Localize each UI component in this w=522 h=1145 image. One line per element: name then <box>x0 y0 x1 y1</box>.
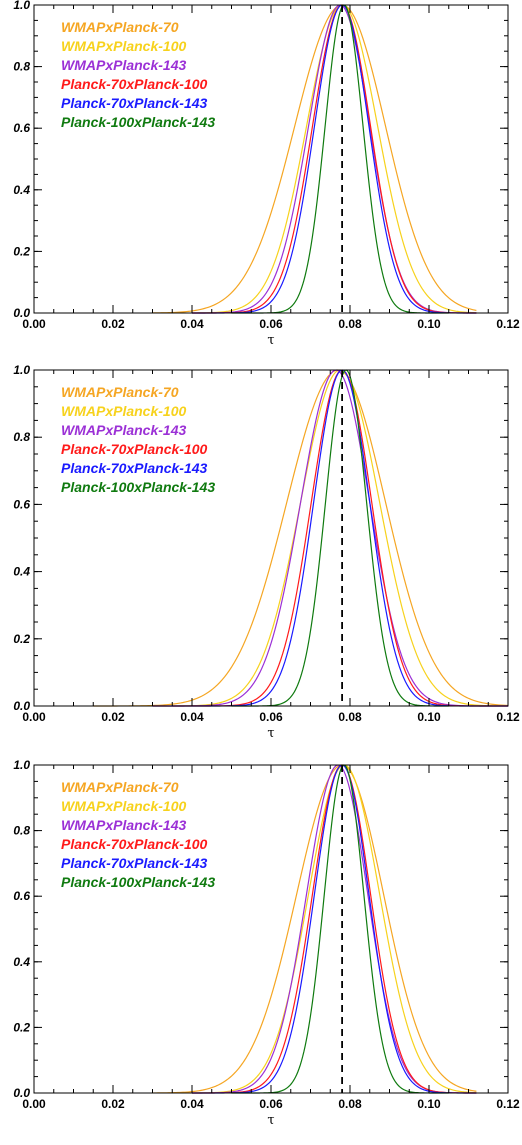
x-axis-label: τ <box>267 726 274 741</box>
plot-frame <box>33 369 509 707</box>
y-tick-label: 1.0 <box>13 363 30 377</box>
x-axis-label: τ <box>267 1113 274 1128</box>
legend: WMAPxPlanck-70 WMAPxPlanck-100 WMAPxPlanck… <box>61 779 215 890</box>
legend-entry: WMAPxPlanck-100 <box>61 403 186 419</box>
legend-entry: WMAPxPlanck-70 <box>61 384 179 400</box>
x-tick-label: 0.06 <box>259 1097 283 1111</box>
legend: WMAPxPlanck-70 WMAPxPlanck-100 WMAPxPlanck… <box>61 384 215 495</box>
y-tick-label: 0.6 <box>13 121 30 135</box>
series-line-planck-70xplanck-143 <box>192 4 477 314</box>
y-tick-label: 1.0 <box>13 0 30 12</box>
series-line-planck-70xplanck-100 <box>152 369 508 707</box>
y-tick-label: 1.0 <box>13 758 30 772</box>
y-tick-label: 0.0 <box>13 1086 30 1100</box>
x-tick-label: 0.12 <box>496 710 520 724</box>
series-line-planck-70xplanck-143 <box>192 764 477 1094</box>
legend-entry: WMAPxPlanck-70 <box>61 779 179 795</box>
series-line-wmapxplanck-100 <box>191 4 477 314</box>
legend-entry: Planck-70xPlanck-143 <box>61 855 208 871</box>
series-line-wmapxplanck-70 <box>93 369 509 707</box>
y-tick-label: 0.2 <box>13 244 30 258</box>
series-line-wmapxplanck-100 <box>172 369 509 707</box>
legend-entry: WMAPxPlanck-143 <box>61 422 186 438</box>
y-tick-label: 0.4 <box>13 955 30 969</box>
y-tick-label: 0.8 <box>13 60 30 74</box>
x-tick-label: 0.04 <box>180 317 204 331</box>
series-line-planck-100xplanck-143 <box>231 4 449 314</box>
x-axis-label: τ <box>267 333 274 348</box>
legend: WMAPxPlanck-70 WMAPxPlanck-100 WMAPxPlanck… <box>61 19 215 130</box>
x-tick-label: 0.08 <box>338 710 362 724</box>
series-line-planck-70xplanck-100 <box>192 4 477 314</box>
y-tick-label: 0.0 <box>13 306 30 320</box>
legend-entry: WMAPxPlanck-143 <box>61 817 186 833</box>
legend-entry: Planck-100xPlanck-143 <box>61 479 215 495</box>
y-tick-label: 0.8 <box>13 430 30 444</box>
series-line-wmapxplanck-143 <box>192 764 477 1094</box>
y-tick-label: 0.2 <box>13 632 30 646</box>
x-tick-label: 0.10 <box>417 710 441 724</box>
x-tick-label: 0.08 <box>338 1097 362 1111</box>
x-tick-label: 0.08 <box>338 317 362 331</box>
series-line-wmapxplanck-143 <box>192 4 477 314</box>
legend-entry: Planck-70xPlanck-143 <box>61 460 208 476</box>
legend-entry: Planck-70xPlanck-143 <box>61 95 208 111</box>
x-tick-label: 0.00 <box>22 317 46 331</box>
x-tick-label: 0.12 <box>496 1097 520 1111</box>
series-line-wmapxplanck-70 <box>152 4 477 314</box>
series-line-wmapxplanck-70 <box>152 764 477 1094</box>
x-tick-label: 0.06 <box>259 317 283 331</box>
y-tick-label: 0.4 <box>13 183 30 197</box>
legend-entry: Planck-70xPlanck-100 <box>61 836 208 852</box>
x-tick-label: 0.02 <box>101 1097 125 1111</box>
chart-panel-3: 0.00 0.02 0.04 0.06 0.08 0.10 0.12 0.0 0.2 0.4 0.6… <box>13 758 520 1128</box>
x-tick-label: 0.00 <box>22 710 46 724</box>
series-line-planck-100xplanck-143 <box>231 369 449 707</box>
y-tick-label: 0.0 <box>13 699 30 713</box>
x-tick-label: 0.02 <box>101 317 125 331</box>
y-tick-label: 0.6 <box>13 497 30 511</box>
chart-panel-1: 0.00 0.02 0.04 0.06 0.08 0.10 0.12 0.0 0.2 0.4 0.6… <box>13 0 520 348</box>
legend-entry: WMAPxPlanck-70 <box>61 19 179 35</box>
x-tick-label: 0.06 <box>259 710 283 724</box>
y-tick-label: 0.6 <box>13 889 30 903</box>
x-tick-label: 0.10 <box>417 317 441 331</box>
x-tick-label: 0.12 <box>496 317 520 331</box>
legend-entry: Planck-100xPlanck-143 <box>61 874 215 890</box>
plot-frame <box>33 764 509 1094</box>
legend-entry: WMAPxPlanck-143 <box>61 57 186 73</box>
y-tick-label: 0.4 <box>13 565 30 579</box>
y-tick-label: 0.8 <box>13 824 30 838</box>
series-line-planck-70xplanck-143 <box>152 369 508 707</box>
series-line-wmapxplanck-143 <box>172 369 508 707</box>
legend-entry: Planck-100xPlanck-143 <box>61 114 215 130</box>
series-line-planck-70xplanck-100 <box>192 764 477 1094</box>
series-line-planck-100xplanck-143 <box>231 764 449 1094</box>
x-tick-label: 0.10 <box>417 1097 441 1111</box>
x-tick-label: 0.04 <box>180 710 204 724</box>
chart-panel-2: 0.00 0.02 0.04 0.06 0.08 0.10 0.12 0.0 0.2 0.4 0.6… <box>13 363 520 741</box>
series-line-wmapxplanck-100 <box>191 764 477 1094</box>
y-tick-label: 0.2 <box>13 1020 30 1034</box>
legend-entry: WMAPxPlanck-100 <box>61 798 186 814</box>
x-tick-label: 0.00 <box>22 1097 46 1111</box>
legend-entry: WMAPxPlanck-100 <box>61 38 186 54</box>
x-tick-label: 0.02 <box>101 710 125 724</box>
x-tick-label: 0.04 <box>180 1097 204 1111</box>
legend-entry: Planck-70xPlanck-100 <box>61 441 208 457</box>
legend-entry: Planck-70xPlanck-100 <box>61 76 208 92</box>
